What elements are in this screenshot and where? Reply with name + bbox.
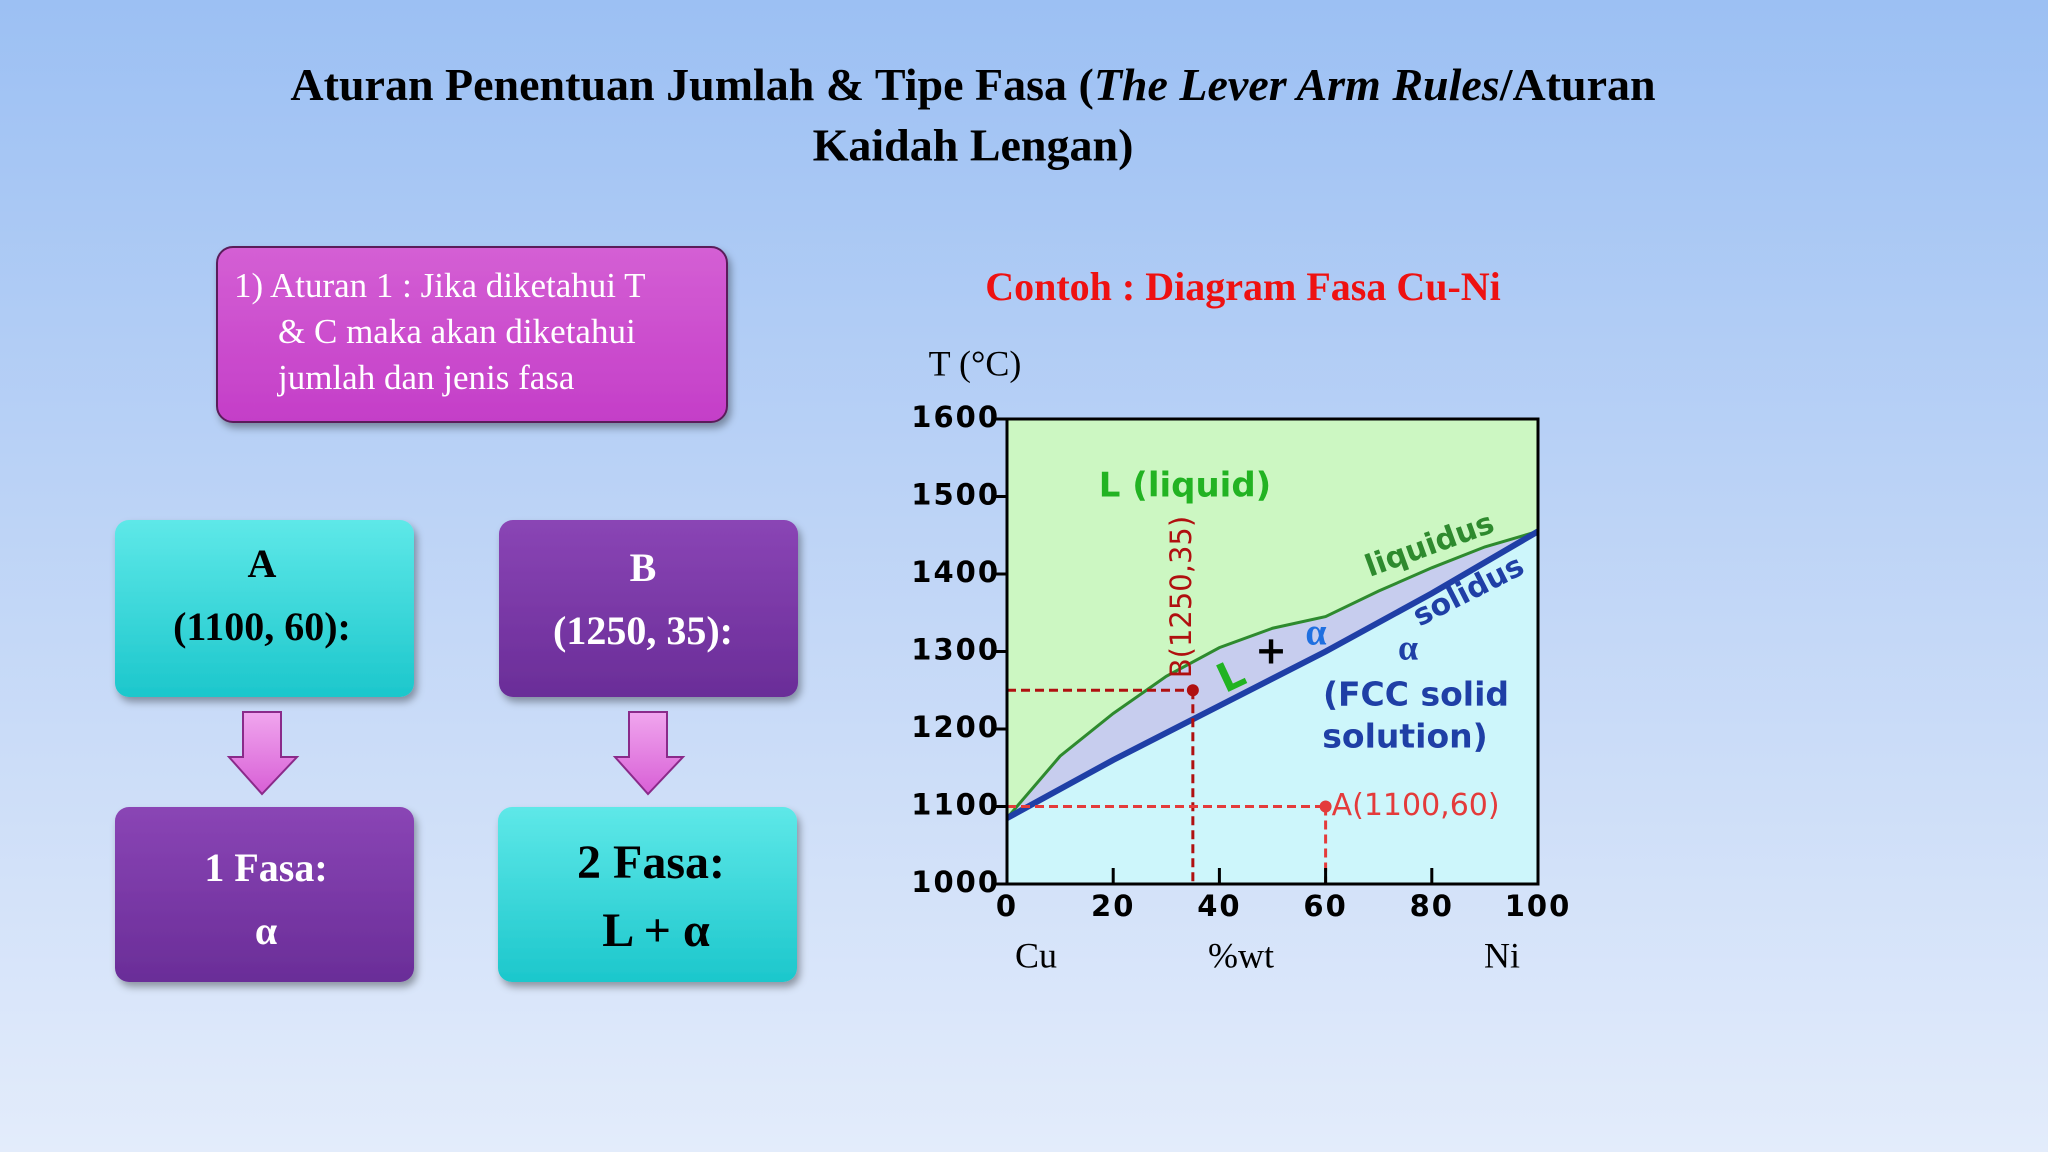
rule-text: & C maka akan diketahui xyxy=(278,312,636,351)
y-tick-label: 1500 xyxy=(911,478,1000,512)
x-tick-label: 40 xyxy=(1197,889,1241,923)
point-label: B(1250,35) xyxy=(1164,516,1198,678)
x-tick-label: 80 xyxy=(1410,889,1454,923)
case-label: B xyxy=(630,545,657,590)
case-coords: (1250, 35): xyxy=(553,608,733,653)
chart-title: Contoh : Diagram Fasa Cu-Ni xyxy=(985,264,1501,309)
rule-text: 1) Aturan 1 : Jika diketahui T xyxy=(234,266,646,305)
annotation: + xyxy=(1255,629,1287,673)
down-arrow xyxy=(226,711,300,796)
x-axis-label: %wt xyxy=(1208,935,1274,975)
case-box xyxy=(115,520,414,697)
liquid-region xyxy=(1007,419,1538,819)
down-arrow xyxy=(612,711,686,796)
title-part: /Aturan xyxy=(1499,59,1656,110)
title-part: Aturan Penentuan Jumlah & Tipe Fasa ( xyxy=(290,59,1093,110)
result-title: 2 Fasa: xyxy=(577,836,725,889)
x-tick-label: 0 xyxy=(996,889,1018,923)
title-italic: The Lever Arm Rules xyxy=(1094,59,1500,110)
point-label: A(1100,60) xyxy=(1332,788,1500,823)
result-box xyxy=(498,807,797,982)
phase-line xyxy=(1005,529,1539,820)
y-tick-label: 1400 xyxy=(911,555,1000,589)
case-coords: (1100, 60): xyxy=(173,604,351,649)
annotation: (FCC solid xyxy=(1323,675,1509,714)
y-tick-label: 1200 xyxy=(911,710,1000,744)
x-tick-label: 20 xyxy=(1091,889,1135,923)
y-tick-label: 1000 xyxy=(911,865,1000,899)
annotation: L (liquid) xyxy=(1099,466,1271,506)
x-tick-label: 60 xyxy=(1303,889,1347,923)
x-right-label: Ni xyxy=(1484,935,1520,975)
result-title: 1 Fasa: xyxy=(204,845,327,890)
annotation: solution) xyxy=(1322,717,1487,756)
annotation: α xyxy=(1398,627,1418,667)
result-phase: L + α xyxy=(602,904,710,957)
x-tick-label: 100 xyxy=(1505,889,1572,923)
annotation: α xyxy=(1305,612,1326,654)
y-tick-label: 1100 xyxy=(911,788,1000,822)
y-tick-label: 1600 xyxy=(911,400,1000,434)
data-point xyxy=(1186,684,1199,697)
rule-box xyxy=(216,246,728,423)
x-left-label: Cu xyxy=(1015,935,1057,975)
y-tick-label: 1300 xyxy=(911,633,1000,667)
case-box xyxy=(499,520,798,697)
title-line: Kaidah Lengan) xyxy=(813,120,1134,171)
y-axis-label: T (°C) xyxy=(929,343,1022,383)
two-phase-region xyxy=(1007,531,1538,819)
result-box xyxy=(115,807,414,982)
phase-line xyxy=(1005,528,1540,821)
result-phase: α xyxy=(255,908,277,953)
title-line: Aturan Penentuan Jumlah & Tipe Fasa (The… xyxy=(290,59,1655,110)
data-point xyxy=(1319,800,1332,813)
rule-text: jumlah dan jenis fasa xyxy=(276,358,575,397)
case-label: A xyxy=(248,541,277,586)
